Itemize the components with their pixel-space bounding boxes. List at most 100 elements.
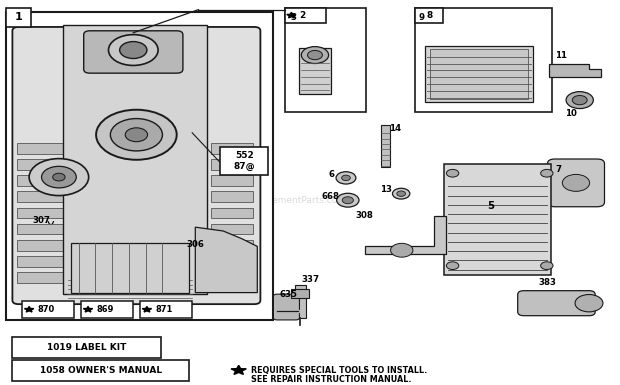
FancyBboxPatch shape bbox=[17, 240, 64, 251]
Text: 552: 552 bbox=[235, 151, 254, 161]
Text: 635: 635 bbox=[279, 290, 297, 299]
Circle shape bbox=[53, 173, 65, 181]
Text: 307: 307 bbox=[32, 216, 50, 225]
FancyBboxPatch shape bbox=[84, 31, 183, 73]
Circle shape bbox=[342, 175, 350, 181]
Text: 6: 6 bbox=[329, 169, 335, 179]
Circle shape bbox=[575, 295, 603, 312]
FancyBboxPatch shape bbox=[430, 49, 528, 99]
Polygon shape bbox=[231, 365, 246, 375]
FancyBboxPatch shape bbox=[211, 159, 253, 170]
Circle shape bbox=[110, 119, 162, 151]
FancyBboxPatch shape bbox=[273, 294, 299, 320]
Text: 10: 10 bbox=[565, 109, 577, 118]
FancyBboxPatch shape bbox=[17, 175, 64, 186]
Circle shape bbox=[337, 193, 359, 207]
FancyBboxPatch shape bbox=[285, 8, 326, 23]
Text: 383: 383 bbox=[538, 278, 556, 288]
FancyBboxPatch shape bbox=[17, 143, 64, 154]
FancyBboxPatch shape bbox=[63, 25, 207, 294]
Polygon shape bbox=[24, 306, 34, 312]
FancyBboxPatch shape bbox=[22, 301, 74, 318]
Circle shape bbox=[336, 172, 356, 184]
Text: 5: 5 bbox=[487, 201, 494, 211]
FancyBboxPatch shape bbox=[17, 256, 64, 267]
FancyBboxPatch shape bbox=[17, 224, 64, 234]
FancyBboxPatch shape bbox=[6, 12, 273, 320]
FancyBboxPatch shape bbox=[71, 243, 189, 293]
Circle shape bbox=[308, 50, 322, 60]
Text: 1: 1 bbox=[15, 12, 22, 22]
Polygon shape bbox=[365, 216, 446, 254]
FancyBboxPatch shape bbox=[444, 164, 551, 275]
Circle shape bbox=[42, 166, 76, 188]
FancyBboxPatch shape bbox=[211, 191, 253, 202]
Circle shape bbox=[397, 191, 405, 196]
FancyBboxPatch shape bbox=[547, 159, 604, 207]
Text: 870: 870 bbox=[38, 305, 55, 314]
FancyBboxPatch shape bbox=[285, 8, 366, 112]
FancyBboxPatch shape bbox=[211, 224, 253, 234]
Circle shape bbox=[301, 47, 329, 64]
Circle shape bbox=[120, 42, 147, 59]
FancyBboxPatch shape bbox=[220, 147, 268, 175]
Text: 306: 306 bbox=[187, 240, 205, 249]
Text: 2: 2 bbox=[299, 11, 305, 20]
FancyBboxPatch shape bbox=[17, 272, 64, 283]
Circle shape bbox=[446, 262, 459, 270]
FancyBboxPatch shape bbox=[299, 48, 331, 94]
Circle shape bbox=[566, 92, 593, 109]
Text: 308: 308 bbox=[355, 211, 373, 220]
Circle shape bbox=[392, 188, 410, 199]
Circle shape bbox=[342, 197, 353, 204]
FancyBboxPatch shape bbox=[211, 208, 253, 218]
Text: 13: 13 bbox=[380, 185, 392, 194]
Circle shape bbox=[391, 243, 413, 257]
Polygon shape bbox=[549, 64, 601, 77]
Text: 871: 871 bbox=[156, 305, 173, 314]
Circle shape bbox=[541, 169, 553, 177]
FancyBboxPatch shape bbox=[291, 289, 309, 298]
Text: 87@: 87@ bbox=[234, 162, 255, 171]
Text: 1058 OWNER'S MANUAL: 1058 OWNER'S MANUAL bbox=[40, 366, 162, 375]
Circle shape bbox=[541, 262, 553, 270]
Text: 11: 11 bbox=[555, 51, 567, 60]
Circle shape bbox=[562, 174, 590, 191]
FancyBboxPatch shape bbox=[17, 208, 64, 218]
Circle shape bbox=[108, 35, 158, 65]
FancyBboxPatch shape bbox=[518, 291, 595, 316]
Polygon shape bbox=[83, 306, 93, 312]
FancyBboxPatch shape bbox=[415, 8, 552, 112]
FancyBboxPatch shape bbox=[81, 301, 133, 318]
FancyBboxPatch shape bbox=[211, 272, 253, 283]
Polygon shape bbox=[286, 12, 296, 18]
Text: REQUIRES SPECIAL TOOLS TO INSTALL.: REQUIRES SPECIAL TOOLS TO INSTALL. bbox=[251, 366, 427, 375]
FancyBboxPatch shape bbox=[381, 125, 390, 167]
Text: 337: 337 bbox=[302, 275, 320, 285]
FancyBboxPatch shape bbox=[12, 337, 161, 358]
Text: eReplacementParts.com: eReplacementParts.com bbox=[236, 196, 347, 205]
Circle shape bbox=[572, 95, 587, 105]
Circle shape bbox=[125, 128, 148, 142]
Circle shape bbox=[29, 159, 89, 196]
Text: 8: 8 bbox=[426, 11, 433, 20]
FancyBboxPatch shape bbox=[211, 240, 253, 251]
FancyBboxPatch shape bbox=[211, 143, 253, 154]
Circle shape bbox=[96, 110, 177, 160]
FancyBboxPatch shape bbox=[425, 46, 533, 102]
Text: 1019 LABEL KIT: 1019 LABEL KIT bbox=[47, 343, 126, 352]
Text: 668: 668 bbox=[322, 192, 340, 201]
Circle shape bbox=[446, 169, 459, 177]
FancyBboxPatch shape bbox=[17, 191, 64, 202]
FancyBboxPatch shape bbox=[211, 175, 253, 186]
FancyBboxPatch shape bbox=[12, 27, 260, 304]
FancyBboxPatch shape bbox=[415, 8, 443, 23]
FancyBboxPatch shape bbox=[294, 285, 306, 318]
Text: SEE REPAIR INSTRUCTION MANUAL.: SEE REPAIR INSTRUCTION MANUAL. bbox=[251, 375, 412, 385]
FancyBboxPatch shape bbox=[12, 360, 189, 381]
Text: 869: 869 bbox=[97, 305, 114, 314]
Text: 3: 3 bbox=[290, 13, 296, 22]
Text: 14: 14 bbox=[389, 124, 402, 134]
FancyBboxPatch shape bbox=[6, 8, 31, 27]
FancyBboxPatch shape bbox=[211, 256, 253, 267]
